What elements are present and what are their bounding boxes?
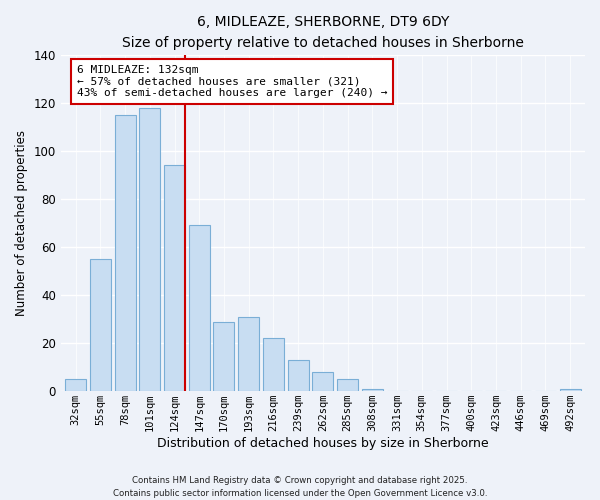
Text: 6 MIDLEAZE: 132sqm
← 57% of detached houses are smaller (321)
43% of semi-detach: 6 MIDLEAZE: 132sqm ← 57% of detached hou… (77, 65, 387, 98)
Bar (65, 379, 86, 391)
Bar (164, 166, 185, 391)
Bar (90, 259, 111, 391)
X-axis label: Distribution of detached houses by size in Sherborne: Distribution of detached houses by size … (157, 437, 489, 450)
Bar (263, 338, 284, 391)
Bar (238, 316, 259, 391)
Text: Contains HM Land Registry data © Crown copyright and database right 2025.
Contai: Contains HM Land Registry data © Crown c… (113, 476, 487, 498)
Title: 6, MIDLEAZE, SHERBORNE, DT9 6DY
Size of property relative to detached houses in : 6, MIDLEAZE, SHERBORNE, DT9 6DY Size of … (122, 15, 524, 50)
Bar (189, 226, 210, 391)
Y-axis label: Number of detached properties: Number of detached properties (15, 130, 28, 316)
Bar (313, 372, 334, 391)
Bar (560, 389, 581, 391)
Bar (214, 322, 235, 391)
Bar (362, 389, 383, 391)
Bar (337, 379, 358, 391)
Bar (115, 115, 136, 391)
Bar (287, 360, 308, 391)
Bar (139, 108, 160, 391)
